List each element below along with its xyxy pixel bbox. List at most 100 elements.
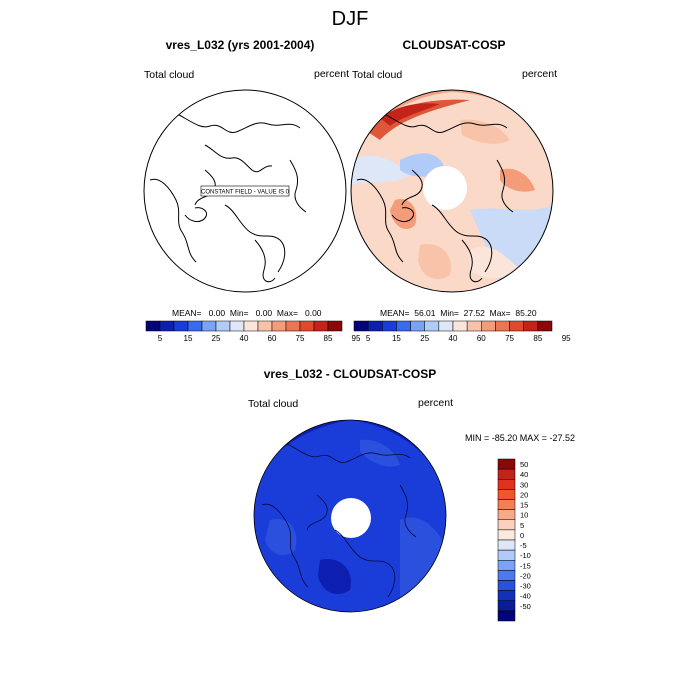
colorbar-tick-label: -30	[520, 582, 531, 591]
colorbar-box	[353, 320, 369, 332]
obs-colorbar: 5 15 25 40 60 75 85 95	[353, 320, 571, 343]
diff-right-label: percent	[418, 397, 454, 409]
colorbar-box	[299, 320, 315, 332]
colorbar-tick-label: 25	[212, 334, 221, 343]
colorbar-box	[497, 519, 516, 531]
colorbar-tick-label: 30	[520, 480, 528, 489]
coastline	[289, 159, 307, 213]
coastline	[204, 144, 273, 173]
colorbar-tick-label: 15	[520, 501, 528, 510]
model-left-label: Total cloud	[144, 69, 195, 81]
coastline	[401, 169, 423, 206]
colorbar-box	[257, 320, 273, 332]
colorbar-tick-label: 75	[505, 334, 514, 343]
season-title: DJF	[331, 8, 369, 30]
colorbar-tick-label: 50	[520, 460, 528, 469]
coastline	[184, 207, 208, 223]
colorbar-box	[537, 320, 553, 332]
coastline	[461, 239, 483, 283]
colorbar-tick-label: -15	[520, 561, 531, 570]
coastline	[334, 529, 396, 598]
model-right-label: percent	[314, 68, 350, 80]
constant-field-label: CONSTANT FIELD - VALUE IS 0	[201, 190, 290, 196]
colorbar-box	[410, 320, 425, 332]
obs-polar-map	[350, 89, 554, 293]
coastline	[149, 178, 197, 263]
colorbar-tick-label: 40	[240, 334, 249, 343]
colorbar-box	[313, 320, 329, 332]
colorbar-tick-label: -50	[520, 602, 531, 611]
colorbar-box	[396, 320, 411, 332]
colorbar-box	[497, 590, 516, 601]
colorbar-box	[367, 320, 383, 332]
model-polar-map: CONSTANT FIELD - VALUE IS 0	[143, 89, 347, 293]
coastline	[431, 204, 493, 273]
colorbar-tick-label: 20	[520, 490, 528, 499]
diff-left-label: Total cloud	[248, 398, 299, 410]
colorbar-tick-label: 5	[366, 334, 371, 343]
colorbar-box	[497, 479, 516, 490]
coastline	[496, 159, 514, 213]
colorbar-box	[327, 320, 343, 332]
colorbar-box	[497, 570, 516, 581]
colorbar-tick-label: 85	[324, 334, 333, 343]
colorbar-box	[497, 468, 516, 480]
colorbar-box	[497, 509, 516, 520]
colorbar-box	[424, 320, 440, 332]
coastline	[399, 484, 417, 538]
colorbar-tick-label: -40	[520, 592, 531, 601]
model-colorbar: 5 15 25 40 60 75 85 95	[145, 320, 361, 343]
colorbar-box	[509, 320, 524, 332]
coastline	[254, 239, 276, 283]
colorbar-tick-label: 5	[520, 521, 524, 530]
colorbar-box	[173, 320, 189, 332]
colorbar-box	[497, 600, 516, 612]
obs-right-label: percent	[522, 68, 558, 80]
colorbar-tick-label: -5	[520, 541, 527, 550]
colorbar-box	[215, 320, 231, 332]
diff-panel-title: vres_L032 - CLOUDSAT-COSP	[263, 367, 437, 381]
diff-minmax-label: MIN = -85.20 MAX = -27.52	[465, 433, 576, 443]
colorbar-box	[145, 320, 161, 332]
colorbar-box	[201, 320, 217, 332]
colorbar-box	[159, 320, 175, 332]
colorbar-tick-label: 60	[268, 334, 277, 343]
coastline	[391, 207, 415, 223]
colorbar-box	[497, 580, 516, 591]
colorbar-box	[497, 560, 516, 571]
colorbar-box	[495, 320, 510, 332]
colorbar-tick-label: -10	[520, 551, 531, 560]
colorbar-box	[497, 529, 516, 541]
obs-stats: MEAN= 56.01 Min= 27.52 Max= 85.20	[380, 308, 537, 318]
colorbar-box	[497, 499, 516, 510]
coastline	[261, 503, 309, 588]
colorbar-tick-label: -20	[520, 571, 531, 580]
colorbar-box	[497, 610, 516, 622]
coastline	[279, 439, 411, 463]
colorbar-tick-label: 15	[184, 334, 193, 343]
colorbar-tick-label: 85	[533, 334, 542, 343]
model-panel-title: vres_L032 (yrs 2001-2004)	[165, 38, 315, 52]
diff-polar-map	[253, 419, 447, 613]
coastline	[224, 204, 286, 273]
colorbar-tick-label: 5	[158, 334, 163, 343]
obs-left-label: Total cloud	[352, 69, 403, 81]
colorbar-tick-label: 0	[520, 531, 524, 540]
colorbar-box	[285, 320, 301, 332]
colorbar-box	[187, 320, 203, 332]
colorbar-tick-label: 40	[449, 334, 458, 343]
obs-panel-title: CLOUDSAT-COSP	[402, 38, 506, 52]
colorbar-box	[497, 539, 516, 551]
coastline	[376, 109, 508, 133]
colorbar-tick-label: 40	[520, 470, 528, 479]
colorbar-tick-label: 95	[352, 334, 361, 343]
coastline	[169, 109, 301, 133]
colorbar-box	[382, 320, 397, 332]
colorbar-box	[481, 320, 496, 332]
colorbar-box	[438, 320, 454, 332]
coastline	[356, 178, 404, 263]
colorbar-tick-label: 75	[296, 334, 305, 343]
coastline	[306, 494, 328, 531]
